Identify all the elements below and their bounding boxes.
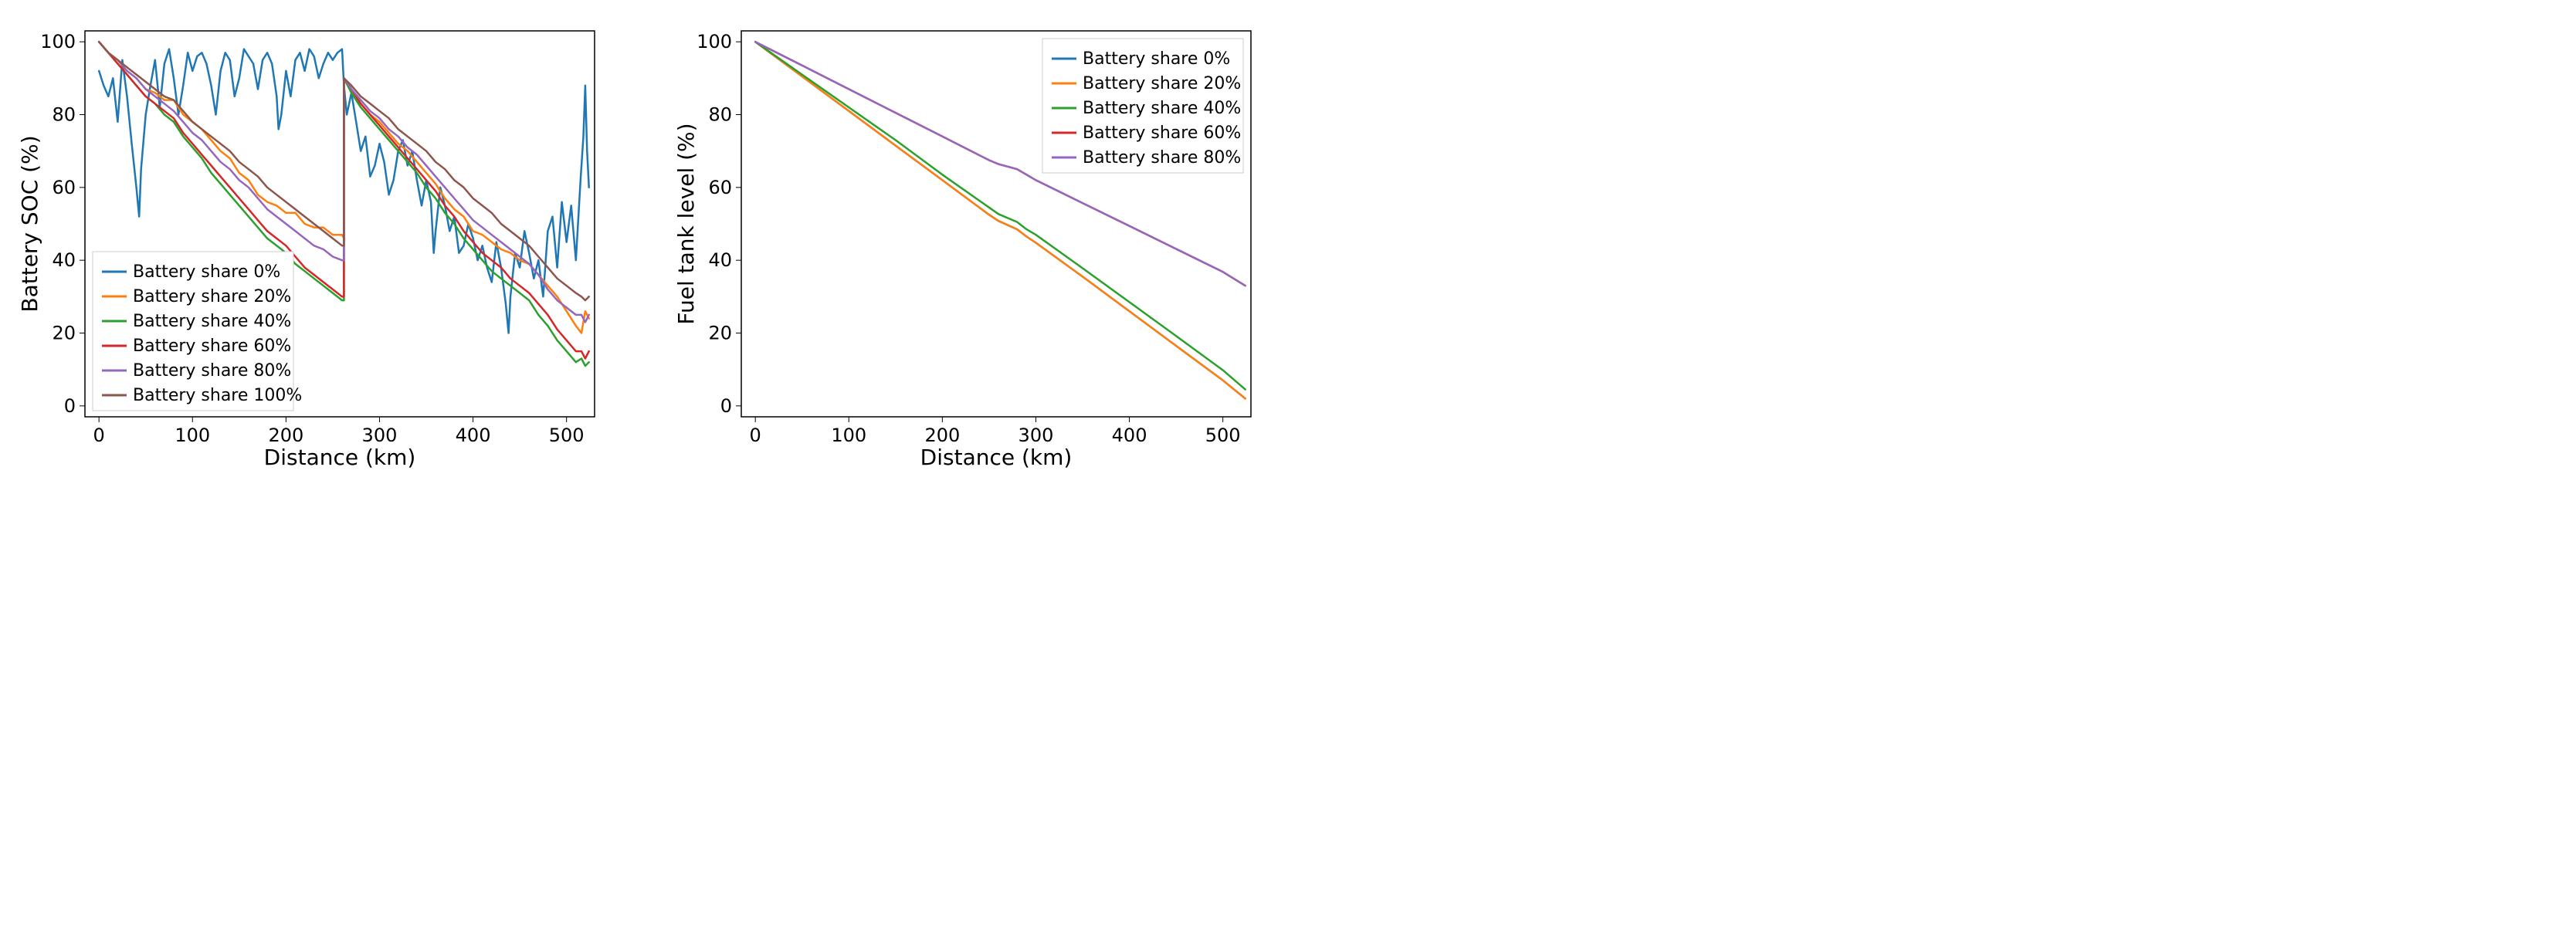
svg-text:100: 100: [175, 425, 210, 446]
svg-text:80: 80: [708, 103, 732, 125]
y-axis-label: Fuel tank level (%): [673, 123, 699, 324]
panel-a: 0 100 200 300 400 500 0 20 40 60 80 100 Distance (km…: [15, 15, 610, 479]
svg-text:40: 40: [708, 249, 732, 271]
legend-label: Battery share 0%: [1083, 49, 1230, 69]
legend-label: Battery share 60%: [1083, 123, 1241, 143]
svg-text:60: 60: [708, 177, 732, 198]
svg-text:40: 40: [52, 249, 76, 271]
chart-battery-soc: 0 100 200 300 400 500 0 20 40 60 80 100 Distance (km…: [15, 15, 610, 479]
svg-text:80: 80: [52, 103, 76, 125]
svg-text:400: 400: [1112, 425, 1147, 446]
legend-label: Battery share 20%: [1083, 74, 1241, 93]
svg-text:400: 400: [456, 425, 491, 446]
svg-text:60: 60: [52, 177, 76, 198]
legend-label: Battery share 80%: [133, 361, 291, 381]
svg-text:0: 0: [750, 425, 761, 446]
legend-label: Battery share 80%: [1083, 148, 1241, 167]
svg-text:300: 300: [362, 425, 398, 446]
svg-text:100: 100: [831, 425, 866, 446]
svg-text:500: 500: [1205, 425, 1241, 446]
svg-text:20: 20: [708, 323, 732, 344]
svg-text:0: 0: [720, 395, 732, 417]
x-axis-label: Distance (km): [920, 445, 1073, 470]
panel-b: 0 100 200 300 400 500 0 20 40 60 80 100 Distance (km…: [672, 15, 1266, 479]
legend-label: Battery share 0%: [133, 262, 280, 282]
y-axis-label: Battery SOC (%): [17, 135, 42, 312]
figure-row: 0100200300400500020406080100Distance (km…: [15, 15, 2561, 479]
svg-text:20: 20: [52, 323, 76, 344]
chart-fuel-tank-level: 0 100 200 300 400 500 0 20 40 60 80 100 Distance (km…: [672, 15, 1266, 479]
svg-text:0: 0: [64, 395, 76, 417]
x-axis-label: Distance (km): [264, 445, 416, 470]
svg-text:200: 200: [268, 425, 303, 446]
svg-text:300: 300: [1019, 425, 1054, 446]
legend-label: Battery share 100%: [133, 386, 302, 405]
legend-label: Battery share 40%: [1083, 99, 1241, 118]
legend-label: Battery share 20%: [133, 287, 291, 306]
svg-text:100: 100: [697, 31, 732, 52]
svg-text:100: 100: [40, 31, 76, 52]
legend-label: Battery share 60%: [133, 337, 291, 356]
svg-text:500: 500: [549, 425, 585, 446]
svg-text:0: 0: [93, 425, 105, 446]
svg-text:200: 200: [924, 425, 960, 446]
legend-label: Battery share 40%: [133, 312, 291, 331]
